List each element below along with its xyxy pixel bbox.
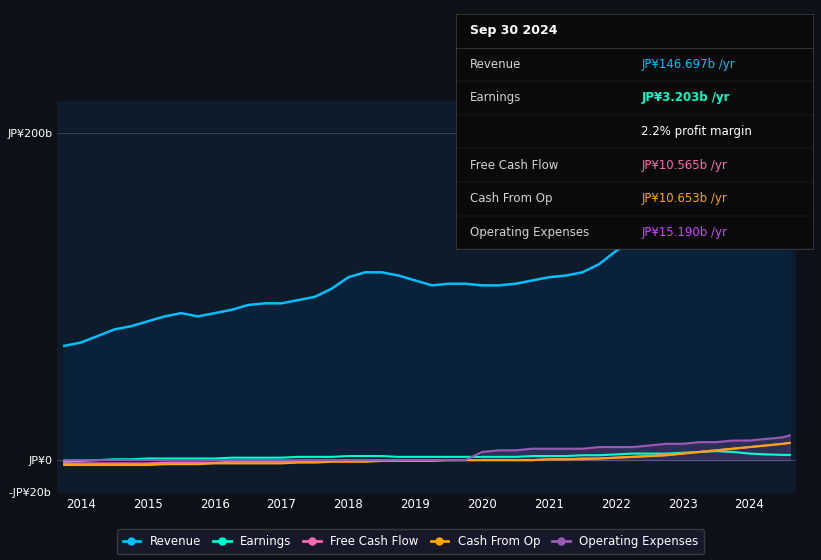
- Text: Earnings: Earnings: [470, 91, 521, 105]
- Text: JP¥15.190b /yr: JP¥15.190b /yr: [641, 226, 727, 239]
- Text: Revenue: Revenue: [470, 58, 521, 71]
- Text: JP¥10.565b /yr: JP¥10.565b /yr: [641, 158, 727, 172]
- Text: Cash From Op: Cash From Op: [470, 192, 553, 206]
- Text: JP¥10.653b /yr: JP¥10.653b /yr: [641, 192, 727, 206]
- Text: Operating Expenses: Operating Expenses: [470, 226, 589, 239]
- Legend: Revenue, Earnings, Free Cash Flow, Cash From Op, Operating Expenses: Revenue, Earnings, Free Cash Flow, Cash …: [117, 529, 704, 554]
- Text: JP¥146.697b /yr: JP¥146.697b /yr: [641, 58, 735, 71]
- Text: Free Cash Flow: Free Cash Flow: [470, 158, 558, 172]
- Text: 2.2% profit margin: 2.2% profit margin: [641, 125, 752, 138]
- Text: JP¥3.203b /yr: JP¥3.203b /yr: [641, 91, 730, 105]
- Text: Sep 30 2024: Sep 30 2024: [470, 24, 557, 38]
- Text: -JP¥20b: -JP¥20b: [8, 488, 51, 498]
